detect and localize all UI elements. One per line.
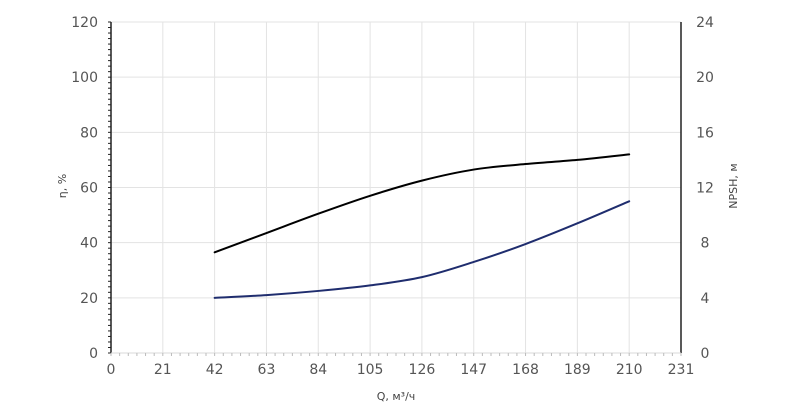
- x-tick-label: 84: [309, 362, 327, 378]
- y-left-axis-title: η, %: [56, 174, 69, 198]
- y-left-tick-label: 40: [80, 236, 98, 252]
- y-left-tick-label: 80: [80, 125, 98, 141]
- y-right-tick-label: 20: [696, 70, 714, 86]
- x-tick-labels: 0 21 42 63 84 105 126 147 168 189 210 231: [107, 362, 695, 378]
- x-tick-label: 63: [258, 362, 276, 378]
- x-tick-label: 21: [154, 362, 172, 378]
- y-right-tick-label: 12: [696, 181, 714, 197]
- y-right-tick-label: 24: [696, 15, 714, 31]
- x-tick-label: 147: [460, 362, 487, 378]
- npsh-series-line: [213, 200, 631, 299]
- x-axis-title: Q, м³/ч: [377, 390, 416, 403]
- x-tick-label: 105: [357, 362, 384, 378]
- y-right-tick-label: 4: [701, 291, 710, 307]
- y-left-tick-labels: 0 20 40 60 80 100 120: [71, 15, 98, 362]
- y-left-tick-label: 0: [89, 346, 98, 362]
- y-left-tick-label: 20: [80, 291, 98, 307]
- y-left-tick-label: 100: [71, 70, 98, 86]
- x-tick-label: 168: [512, 362, 539, 378]
- y-right-tick-label: 8: [701, 236, 710, 252]
- x-tick-label: 231: [668, 362, 695, 378]
- y-right-tick-labels: 0 4 8 12 16 20 24: [696, 15, 714, 362]
- axes: [108, 21, 682, 356]
- x-tick-label: 0: [107, 362, 116, 378]
- y-right-tick-label: 0: [701, 346, 710, 362]
- y-left-tick-label: 60: [80, 181, 98, 197]
- y-left-tick-label: 120: [71, 15, 98, 31]
- series-group: [213, 153, 631, 299]
- x-tick-label: 42: [206, 362, 224, 378]
- y-right-axis-title: NPSH, м: [727, 163, 740, 208]
- x-tick-label: 189: [564, 362, 591, 378]
- y-right-tick-label: 16: [696, 125, 714, 141]
- x-tick-label: 210: [616, 362, 643, 378]
- x-tick-label: 126: [409, 362, 436, 378]
- efficiency-series-line: [213, 153, 631, 254]
